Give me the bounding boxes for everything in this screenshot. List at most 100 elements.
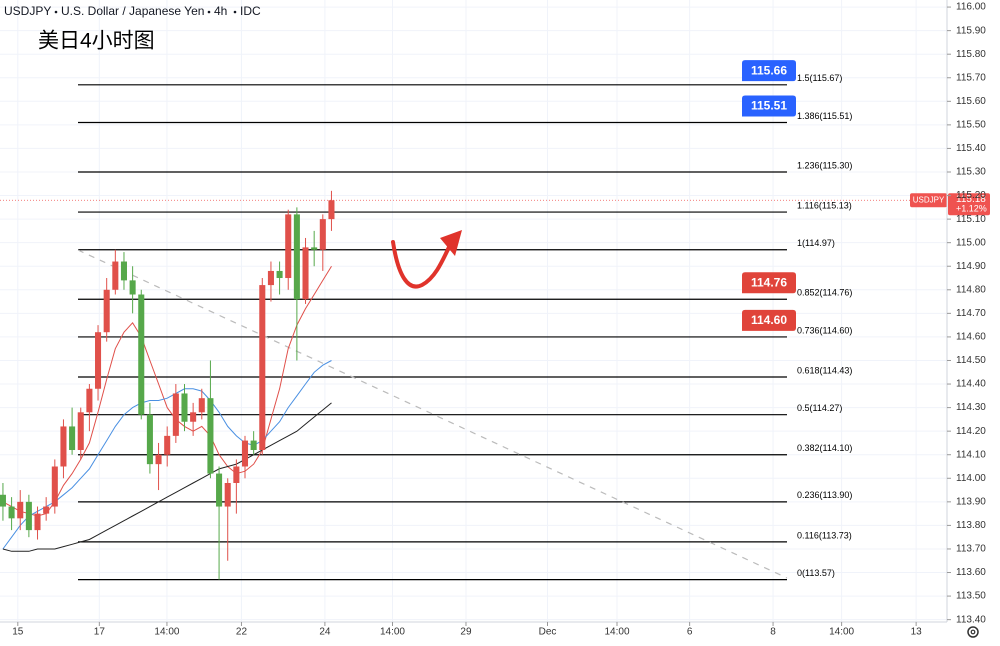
symbol: USDJPY	[4, 4, 51, 18]
y-tick-label: 114.70	[956, 308, 986, 319]
candle-body	[241, 440, 249, 467]
x-tick-label: 6	[687, 627, 693, 638]
candle-body	[51, 466, 58, 507]
candle-body	[138, 294, 145, 415]
y-tick-label: 115.30	[956, 167, 986, 178]
candle-body	[276, 270, 283, 279]
candles	[0, 190, 335, 580]
y-tick-label: 115.50	[956, 120, 986, 131]
fib-label: 0.116(113.73)	[797, 530, 852, 540]
x-tick-label: 22	[236, 627, 248, 638]
y-tick-label: 114.50	[956, 355, 986, 366]
fib-label: 0.382(114.10)	[797, 443, 852, 453]
y-tick-label: 113.50	[956, 591, 986, 602]
y-tick-label: 115.80	[956, 49, 986, 60]
candle-body	[293, 214, 300, 300]
gear-hub[interactable]	[970, 629, 976, 635]
price-tag	[735, 309, 796, 337]
price-tag-label: 115.66	[751, 63, 787, 77]
candle-body	[43, 506, 50, 514]
candle-body	[328, 200, 335, 220]
price-tag	[735, 272, 796, 300]
separator	[207, 10, 211, 14]
x-tick-label: 15	[12, 627, 24, 638]
y-tick-label: 114.20	[956, 426, 986, 437]
candle-body	[311, 247, 318, 250]
price-tag-label: 114.60	[751, 313, 787, 327]
fib-label: 0.618(114.43)	[797, 365, 852, 375]
moving-average	[2, 402, 332, 552]
fib-label: 0.852(114.76)	[797, 288, 852, 298]
candle-body	[86, 388, 93, 413]
arrow-head	[440, 230, 462, 256]
candle-body	[302, 247, 309, 300]
candle-body	[250, 440, 257, 451]
y-tick-label: 114.40	[956, 379, 986, 390]
price-tag-label: 114.76	[751, 275, 787, 289]
y-tick-label: 113.80	[956, 520, 986, 531]
y-tick-label: 115.70	[956, 72, 986, 83]
x-tick-label: 13	[911, 627, 923, 638]
candle-body	[190, 412, 197, 422]
candle-body	[285, 214, 292, 279]
y-tick-label: 114.10	[956, 449, 986, 460]
y-tick-label: 113.70	[956, 544, 986, 555]
y-tick-label: 114.90	[956, 261, 986, 272]
x-tick-label: Dec	[539, 627, 557, 638]
candle-body	[319, 219, 326, 250]
separator	[54, 10, 58, 14]
trend-line	[77, 249, 788, 579]
candle-body	[95, 332, 102, 389]
y-tick-label: 114.00	[956, 473, 986, 484]
y-tick-label: 114.80	[956, 284, 986, 295]
candle-body	[267, 270, 274, 286]
gear[interactable]	[967, 626, 979, 638]
candle-body	[112, 261, 119, 290]
fib-label: 1.236(115.30)	[797, 160, 852, 170]
fib-levels: 1.5(115.67) 1.386(115.51) 1.236(115.30) 1.1…	[78, 73, 852, 581]
x-tick-label: 14:00	[154, 627, 179, 638]
fib-label: 1.116(115.13)	[797, 200, 852, 210]
candle-body	[120, 261, 127, 281]
y-tick-label: 114.30	[956, 402, 986, 413]
candle-body	[129, 280, 136, 295]
interval: 4h	[214, 4, 227, 18]
fib-label: 0.736(114.60)	[797, 325, 852, 335]
candle-body	[155, 454, 162, 465]
x-tick-label: 14:00	[604, 627, 629, 638]
candle-body	[77, 412, 84, 451]
symbol-tag	[910, 193, 947, 208]
price-tags: 115.66 115.51 114.76 114.60 USDJPY 115.18+1.1…	[0, 60, 990, 337]
arrow	[391, 240, 452, 289]
candle-body	[8, 506, 15, 519]
candle-body	[224, 482, 231, 507]
candle-body	[207, 398, 214, 474]
x-tick-label: 17	[94, 627, 106, 638]
y-tick-label: 115.10	[956, 214, 986, 225]
candle-body	[25, 501, 32, 531]
separator	[233, 10, 237, 14]
candle-body	[181, 393, 188, 422]
candle-body	[233, 466, 240, 483]
source: IDC	[240, 4, 261, 18]
annotation: 美日4小时图	[38, 30, 155, 53]
candle-body	[259, 285, 266, 451]
y-tick-label: 113.40	[956, 614, 986, 625]
last-change-label: +1.12%	[956, 204, 987, 214]
fib-label: 0.236(113.90)	[797, 490, 852, 500]
symbol-name: U.S. Dollar / Japanese Yen	[61, 4, 204, 18]
x-tick-label: 24	[319, 627, 331, 638]
candle-body	[216, 473, 223, 507]
candle-body	[0, 494, 6, 507]
candle-body	[17, 501, 24, 519]
y-tick-label: 114.60	[956, 332, 986, 343]
candle-body	[60, 426, 67, 467]
settings-icon[interactable]	[967, 626, 979, 638]
symbol-tag-label: USDJPY	[913, 195, 945, 204]
y-tick-label: 115.20	[956, 190, 986, 201]
y-tick-label: 113.60	[956, 567, 986, 578]
price-tag-label: 115.51	[751, 99, 787, 113]
y-tick-label: 115.90	[956, 25, 986, 36]
candle-body	[69, 426, 76, 451]
